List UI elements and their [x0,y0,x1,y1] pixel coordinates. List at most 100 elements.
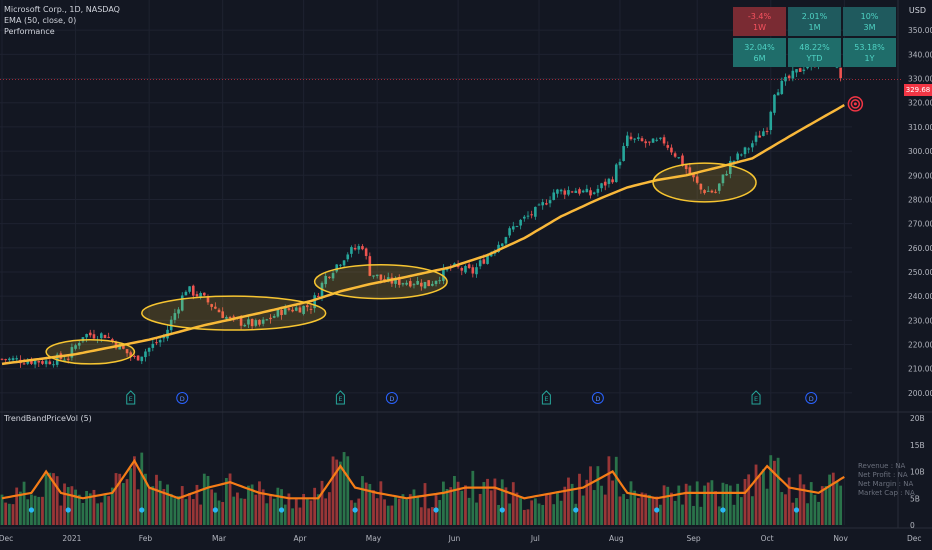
candle-body [519,219,522,226]
volume-signal-dot [278,507,285,513]
consolidation-ellipse [313,263,448,300]
candle-body [511,226,515,230]
perf-cell-ytd: 48.22% YTD [788,38,841,67]
candle-body [52,364,55,366]
volume-bar [721,482,725,525]
volume-bar [92,489,96,525]
candle-body [523,216,526,219]
volume-bar [327,492,331,525]
price-axis-tick: 210.00 [908,365,932,374]
candle-body [136,355,140,361]
volume-bar [129,468,133,525]
candle-body [626,135,629,147]
volume-bar [750,496,754,525]
candle-body [662,137,666,144]
performance-legend[interactable]: Performance [4,27,55,36]
volume-signal-dot [65,507,71,513]
candle-body [254,320,258,326]
volume-bar [552,504,556,525]
candle-body [88,332,92,336]
event-marker-label: E [129,395,133,403]
volume-bar [375,498,379,525]
candle-body [217,309,221,313]
candle-body [644,141,647,144]
candle-body [725,173,728,176]
candle-body [670,147,673,153]
candle-body [361,246,364,250]
volume-bar [394,496,397,525]
volume-bar [725,484,729,525]
volume-bar [136,489,140,525]
volume-bar [482,482,486,525]
symbol-title[interactable]: Microsoft Corp., 1D, NASDAQ [4,5,120,14]
volume-bar [526,509,530,525]
volume-bar [140,452,144,525]
candle-body [195,294,199,297]
volume-bar [839,485,843,525]
time-axis-tick: May [366,534,382,543]
time-axis-tick: Jun [448,534,461,543]
volume-bar [361,476,364,525]
price-axis-tick: 240.00 [908,292,932,301]
indicator-legend[interactable]: TrendBandPriceVol (5) [4,414,92,423]
candle-body [526,215,530,217]
candle-body [651,138,655,143]
candle-body [798,68,802,72]
ema-legend[interactable]: EMA (50, close, 0) [4,16,77,25]
volume-bar [258,481,261,525]
volume-bar [372,490,375,525]
candle-body [684,164,688,170]
candle-body [335,264,339,272]
candle-body [589,190,592,196]
candle-body [258,319,261,325]
volume-bar [239,498,243,525]
price-axis-tick: 270.00 [908,220,932,229]
volume-bar [758,476,762,525]
volume-bar [33,495,37,525]
candle-body [191,285,195,296]
candle-body [177,309,180,314]
candle-body [600,183,603,189]
volume-bar [732,504,736,525]
volume-bar [353,502,357,525]
candle-body [276,309,280,317]
fundamentals-market-cap: Market Cap : NA [858,489,915,497]
volume-bar [677,485,681,525]
volume-bar [221,502,225,525]
candle-body [305,305,309,308]
volume-bar [773,460,776,525]
candle-body [66,358,70,360]
ema-line [1,104,845,366]
volume-bar [813,494,817,525]
candle-body [500,243,504,247]
volume-bar [0,494,4,525]
candle-body [379,274,383,280]
volume-bar [11,504,15,525]
candle-body [835,66,839,68]
candle-body [563,190,567,195]
price-axis-tick: 330.00 [908,75,932,84]
volume-bar [475,502,478,525]
volume-bar [103,494,107,525]
currency-label[interactable]: USD [908,6,926,15]
volume-bar [313,487,317,525]
candle-body [401,283,405,285]
event-marker-label: E [544,395,548,403]
volume-bar [585,479,589,525]
volume-bar [511,482,515,525]
candle-body [743,147,747,155]
candle-body [214,306,217,309]
candle-body [681,155,684,166]
candle-body [475,267,478,275]
consolidation-ellipse [45,338,136,365]
volume-bar [622,494,626,525]
volume-bar [607,456,611,525]
candle-body [22,363,26,365]
candle-body [802,69,806,71]
volume-bar [824,486,828,525]
volume-bar [530,500,534,525]
volume-bar [379,481,383,525]
volume-bar [26,499,30,525]
candle-body [37,360,41,363]
